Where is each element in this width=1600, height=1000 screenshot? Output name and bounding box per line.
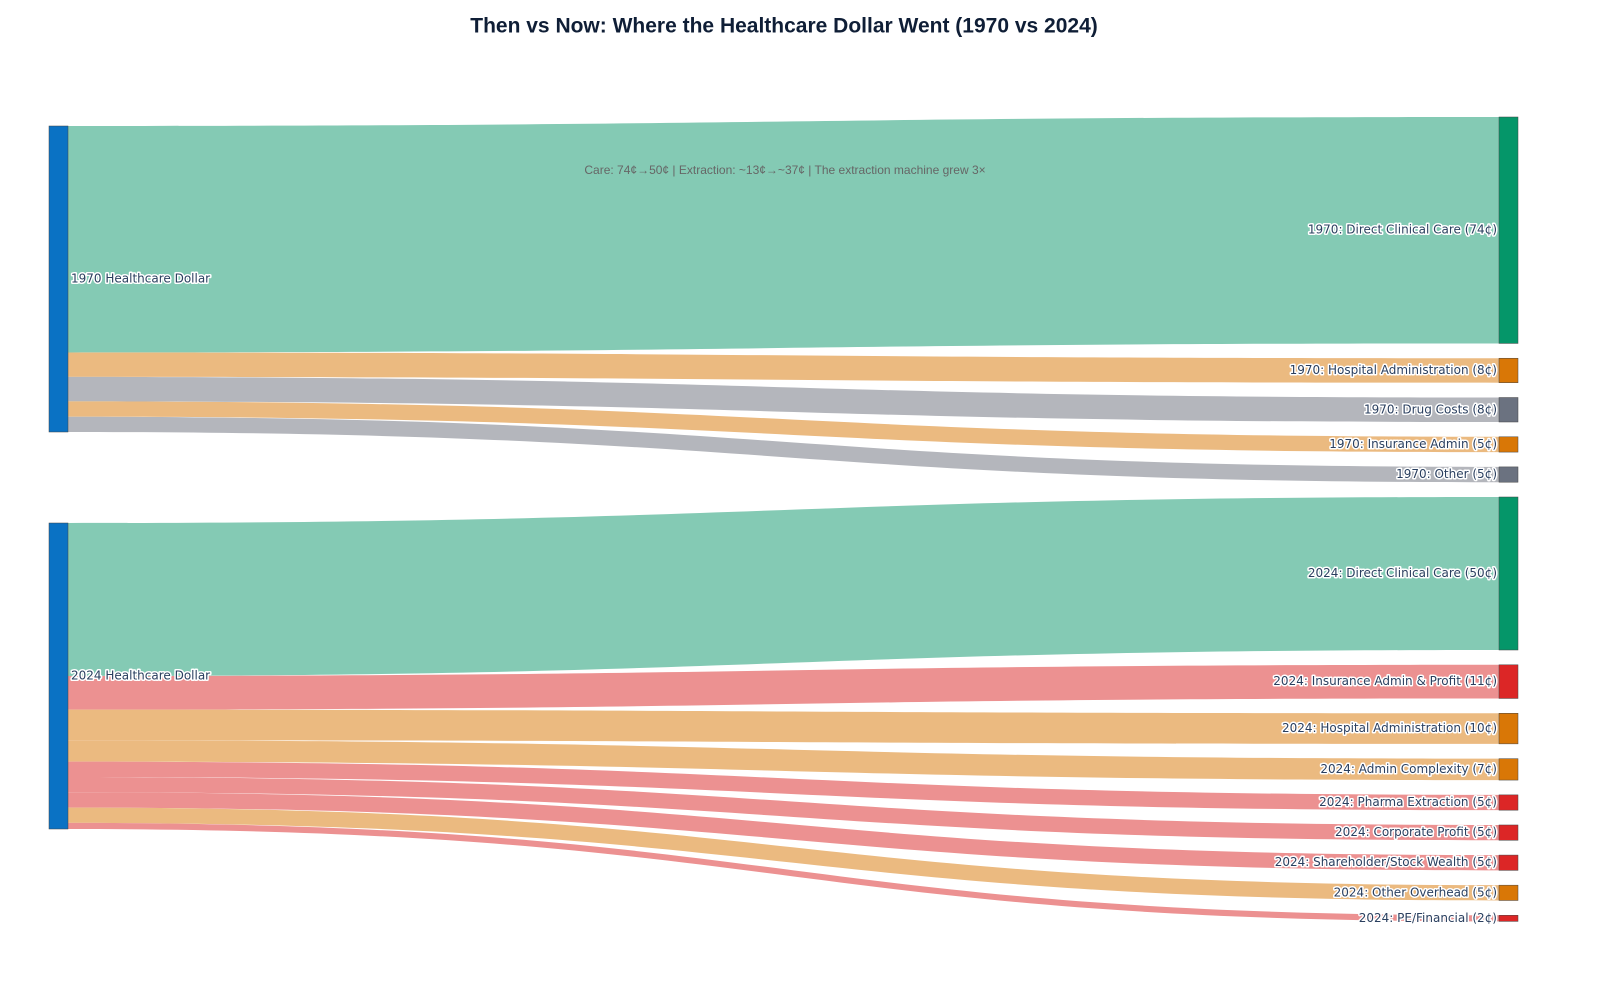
target-label: 1970: Insurance Admin (5¢)	[1329, 437, 1497, 451]
link	[68, 807, 1499, 901]
links	[68, 117, 1499, 922]
target-node	[1498, 664, 1519, 699]
target-node	[1498, 436, 1519, 453]
link	[68, 664, 1499, 710]
link	[68, 497, 1499, 676]
target-node	[1498, 824, 1519, 841]
target-label: 2024: Corporate Profit (5¢)	[1335, 825, 1497, 839]
link	[68, 822, 1499, 922]
source-node	[48, 522, 69, 830]
link	[68, 740, 1499, 781]
target-node	[1498, 758, 1519, 781]
target-node	[1498, 466, 1519, 483]
target-node	[1498, 854, 1519, 871]
target-label: 1970: Other (5¢)	[1396, 467, 1497, 481]
target-node	[1498, 794, 1519, 811]
target-label: 1970: Hospital Administration (8¢)	[1290, 363, 1497, 377]
target-label: 2024: Direct Clinical Care (50¢)	[1308, 566, 1497, 580]
link	[68, 776, 1499, 841]
nodes: 1970: Direct Clinical Care (74¢) 1970: Ho…	[48, 116, 1519, 926]
link	[68, 401, 1499, 453]
link	[68, 376, 1499, 422]
target-label: 1970: Direct Clinical Care (74¢)	[1308, 223, 1497, 237]
target-node	[1498, 713, 1519, 745]
target-label: 1970: Drug Costs (8¢)	[1364, 402, 1497, 416]
target-node	[1498, 915, 1519, 922]
target-node	[1498, 496, 1519, 651]
link	[68, 709, 1499, 744]
link	[68, 761, 1499, 811]
source-label: 1970 Healthcare Dollar	[71, 272, 210, 286]
target-node	[1498, 397, 1519, 423]
annotation: Care: 74¢→50¢ | Extraction: ~13¢→~37¢ | …	[584, 163, 985, 177]
target-label: 2024: Other Overhead (5¢)	[1334, 885, 1497, 899]
target-node	[1498, 357, 1519, 383]
link	[68, 352, 1499, 383]
link	[68, 117, 1499, 353]
link	[68, 416, 1499, 483]
source-node	[48, 125, 69, 433]
target-label: 2024: Pharma Extraction (5¢)	[1319, 795, 1497, 809]
target-node	[1498, 884, 1519, 901]
target-label: 2024: Insurance Admin & Profit (11¢)	[1273, 674, 1497, 688]
target-label: 2024: PE/Financial (2¢)	[1359, 911, 1497, 925]
chart-title: Then vs Now: Where the Healthcare Dollar…	[470, 15, 1098, 38]
target-label: 2024: Hospital Administration (10¢)	[1282, 721, 1497, 735]
source-label: 2024 Healthcare Dollar	[71, 669, 210, 683]
target-label: 2024: Admin Complexity (7¢)	[1320, 762, 1497, 776]
link	[68, 792, 1499, 871]
target-label: 2024: Shareholder/Stock Wealth (5¢)	[1275, 855, 1497, 869]
target-node	[1498, 116, 1519, 344]
